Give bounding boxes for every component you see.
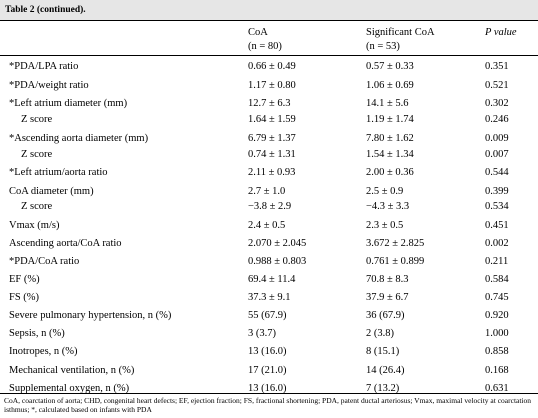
row-coa-value: 2.11 ± 0.93 [248,167,296,178]
row-coa-value: 0.66 ± 0.49 [248,61,296,72]
row-label: Mechanical ventilation, n (%) [9,365,135,376]
top-rule [0,20,538,22]
row-coa-value: 0.74 ± 1.31 [248,149,296,160]
row-p-value: 0.584 [485,274,509,285]
row-significant-value: 0.761 ± 0.899 [366,256,425,267]
row-label: CoA diameter (mm) [9,186,94,197]
header-sig-line2: (n = 53) [366,41,400,52]
row-coa-value: −3.8 ± 2.9 [248,201,292,212]
row-coa-value: 37.3 ± 9.1 [248,292,291,303]
row-significant-value: 36 (67.9) [366,310,405,321]
table-footnote: CoA, coarctation of aorta; CHD, congenit… [4,396,532,414]
row-label: *Left atrium/aorta ratio [9,167,108,178]
row-p-value: 0.544 [485,167,509,178]
row-significant-value: 2 (3.8) [366,328,394,339]
row-p-value: 0.399 [485,186,509,197]
row-p-value: 0.168 [485,365,509,376]
row-significant-value: 2.3 ± 0.5 [366,220,404,231]
row-p-value: 0.631 [485,383,509,394]
row-p-value: 0.009 [485,133,509,144]
row-significant-value: 7.80 ± 1.62 [366,133,414,144]
row-significant-value: 7 (13.2) [366,383,400,394]
row-p-value: 0.002 [485,238,509,249]
row-significant-value: 14.1 ± 5.6 [366,98,409,109]
row-p-value: 0.302 [485,98,509,109]
row-coa-value: 13 (16.0) [248,383,287,394]
row-significant-value: 1.06 ± 0.69 [366,80,414,91]
caption-bar: Table 2 (continued). [0,0,538,20]
row-coa-value: 12.7 ± 6.3 [248,98,291,109]
row-label: Z score [21,201,53,212]
row-p-value: 0.521 [485,80,509,91]
row-significant-value: 14 (26.4) [366,365,405,376]
row-significant-value: 3.672 ± 2.825 [366,238,425,249]
header-coa-line1: CoA [248,27,268,38]
header-sig-line1: Significant CoA [366,27,435,38]
row-label: *PDA/CoA ratio [9,256,80,267]
row-label: Vmax (m/s) [9,220,60,231]
header-rule [0,55,538,56]
header-coa-line2: (n = 80) [248,41,282,52]
row-label: Z score [21,114,53,125]
row-significant-value: 1.54 ± 1.34 [366,149,414,160]
table-caption: Table 2 (continued). [5,5,86,15]
row-coa-value: 1.64 ± 1.59 [248,114,296,125]
bottom-rule [0,393,538,395]
row-label: FS (%) [9,292,40,303]
row-label: Supplemental oxygen, n (%) [9,383,130,394]
row-coa-value: 2.7 ± 1.0 [248,186,286,197]
row-significant-value: 0.57 ± 0.33 [366,61,414,72]
row-coa-value: 2.4 ± 0.5 [248,220,286,231]
row-p-value: 0.920 [485,310,509,321]
row-p-value: 0.246 [485,114,509,125]
row-significant-value: 2.00 ± 0.36 [366,167,414,178]
row-p-value: 1.000 [485,328,509,339]
row-coa-value: 13 (16.0) [248,346,287,357]
row-label: Severe pulmonary hypertension, n (%) [9,310,172,321]
row-p-value: 0.534 [485,201,509,212]
row-coa-value: 3 (3.7) [248,328,276,339]
row-significant-value: 8 (15.1) [366,346,400,357]
row-p-value: 0.745 [485,292,509,303]
row-label: *Ascending aorta diameter (mm) [9,133,149,144]
row-label: Z score [21,149,53,160]
row-significant-value: 70.8 ± 8.3 [366,274,409,285]
row-coa-value: 69.4 ± 11.4 [248,274,296,285]
row-label: *PDA/weight ratio [9,80,89,91]
row-significant-value: 37.9 ± 6.7 [366,292,409,303]
row-coa-value: 17 (21.0) [248,365,287,376]
row-p-value: 0.211 [485,256,509,267]
row-label: EF (%) [9,274,40,285]
row-label: Inotropes, n (%) [9,346,78,357]
row-significant-value: 1.19 ± 1.74 [366,114,414,125]
row-coa-value: 1.17 ± 0.80 [248,80,296,91]
header-pvalue: P value [485,27,517,38]
row-significant-value: −4.3 ± 3.3 [366,201,410,212]
row-label: Sepsis, n (%) [9,328,65,339]
row-coa-value: 6.79 ± 1.37 [248,133,296,144]
row-label: Ascending aorta/CoA ratio [9,238,122,249]
row-significant-value: 2.5 ± 0.9 [366,186,404,197]
row-label: *Left atrium diameter (mm) [9,98,128,109]
row-coa-value: 0.988 ± 0.803 [248,256,307,267]
row-coa-value: 2.070 ± 2.045 [248,238,307,249]
row-p-value: 0.007 [485,149,509,160]
row-coa-value: 55 (67.9) [248,310,287,321]
row-p-value: 0.351 [485,61,509,72]
row-label: *PDA/LPA ratio [9,61,79,72]
row-p-value: 0.858 [485,346,509,357]
row-p-value: 0.451 [485,220,509,231]
